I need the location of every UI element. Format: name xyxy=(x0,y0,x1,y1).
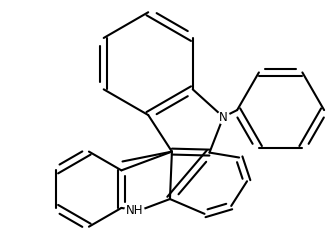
Text: N: N xyxy=(219,110,228,124)
Text: NH: NH xyxy=(125,204,143,217)
